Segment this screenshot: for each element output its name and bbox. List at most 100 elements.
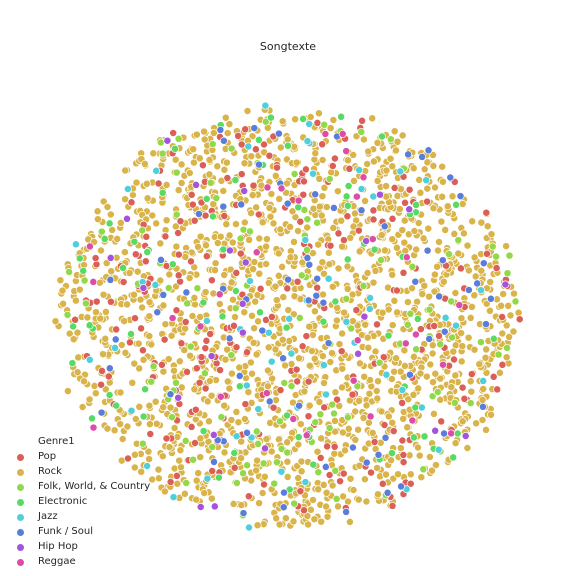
data-point bbox=[449, 453, 458, 462]
data-point bbox=[255, 269, 264, 278]
data-point bbox=[447, 429, 456, 438]
data-point bbox=[282, 323, 291, 332]
data-point bbox=[381, 433, 390, 442]
data-point bbox=[330, 449, 339, 458]
data-point bbox=[468, 217, 477, 226]
data-point bbox=[326, 358, 335, 366]
data-point bbox=[106, 275, 115, 284]
data-point bbox=[96, 314, 105, 323]
data-point bbox=[511, 297, 520, 306]
data-point bbox=[398, 385, 407, 394]
data-point bbox=[403, 298, 412, 307]
data-point bbox=[212, 359, 221, 368]
data-point bbox=[140, 159, 149, 168]
data-point bbox=[289, 310, 298, 319]
data-point bbox=[435, 331, 443, 340]
data-point bbox=[384, 331, 393, 340]
data-point bbox=[388, 162, 397, 171]
data-point bbox=[271, 345, 280, 354]
data-point bbox=[207, 352, 216, 361]
data-point bbox=[214, 473, 223, 482]
data-point bbox=[390, 127, 399, 136]
data-point bbox=[252, 427, 261, 436]
data-point bbox=[238, 328, 247, 337]
data-point bbox=[56, 276, 65, 285]
data-point bbox=[269, 403, 278, 412]
data-point bbox=[359, 173, 368, 182]
data-point bbox=[165, 443, 174, 452]
data-point bbox=[196, 313, 204, 321]
legend-marker-icon bbox=[16, 468, 25, 477]
data-point bbox=[353, 382, 362, 391]
data-point bbox=[466, 313, 475, 322]
data-point bbox=[470, 345, 479, 354]
data-point bbox=[85, 355, 94, 364]
data-point bbox=[408, 416, 417, 425]
data-point bbox=[278, 335, 287, 344]
data-point bbox=[320, 183, 329, 192]
data-point bbox=[210, 502, 219, 511]
data-point bbox=[130, 359, 139, 368]
data-point bbox=[151, 397, 160, 406]
data-point bbox=[262, 389, 271, 398]
data-point bbox=[334, 264, 343, 273]
data-point bbox=[380, 421, 389, 429]
data-point bbox=[103, 424, 112, 433]
data-point bbox=[83, 313, 92, 322]
data-point bbox=[195, 154, 204, 163]
data-point bbox=[452, 200, 461, 209]
data-point bbox=[101, 334, 110, 343]
data-point bbox=[502, 321, 511, 330]
data-point bbox=[287, 349, 296, 358]
data-point bbox=[121, 348, 130, 357]
data-point bbox=[305, 361, 314, 370]
data-point bbox=[154, 179, 163, 188]
data-point bbox=[325, 424, 334, 432]
data-point bbox=[196, 453, 205, 462]
data-point bbox=[201, 384, 210, 393]
data-point bbox=[323, 512, 332, 521]
data-point bbox=[196, 322, 205, 331]
data-point bbox=[199, 427, 208, 436]
data-point bbox=[249, 338, 258, 347]
data-point bbox=[435, 292, 444, 301]
data-point bbox=[312, 291, 321, 300]
data-point bbox=[78, 403, 87, 411]
data-point bbox=[121, 166, 130, 175]
data-point bbox=[182, 288, 191, 297]
data-point bbox=[189, 145, 198, 154]
data-point bbox=[332, 494, 341, 503]
data-point bbox=[259, 459, 268, 468]
data-point bbox=[74, 353, 83, 362]
data-point bbox=[478, 395, 487, 404]
data-point bbox=[232, 268, 241, 277]
data-point bbox=[318, 156, 327, 164]
data-point bbox=[352, 192, 361, 201]
data-point bbox=[283, 457, 292, 466]
data-point bbox=[152, 219, 161, 228]
data-point bbox=[283, 438, 292, 447]
data-point bbox=[234, 418, 243, 427]
data-point bbox=[398, 398, 407, 407]
data-point bbox=[152, 166, 161, 175]
data-point bbox=[370, 438, 379, 446]
data-point bbox=[232, 407, 241, 416]
data-point bbox=[295, 313, 304, 322]
data-point bbox=[388, 501, 397, 510]
data-point bbox=[255, 234, 264, 243]
data-point bbox=[431, 183, 439, 192]
data-point bbox=[365, 304, 374, 313]
data-point bbox=[105, 364, 114, 373]
data-point bbox=[306, 113, 315, 121]
data-point bbox=[467, 387, 476, 396]
data-point bbox=[434, 246, 442, 255]
data-point bbox=[363, 333, 372, 342]
data-point bbox=[362, 497, 371, 506]
data-point bbox=[321, 130, 330, 138]
data-point bbox=[210, 457, 218, 466]
data-point bbox=[292, 158, 301, 167]
data-point bbox=[237, 200, 246, 209]
legend-item-rock: Rock bbox=[12, 464, 150, 479]
data-point bbox=[367, 468, 375, 477]
data-point bbox=[227, 351, 236, 360]
